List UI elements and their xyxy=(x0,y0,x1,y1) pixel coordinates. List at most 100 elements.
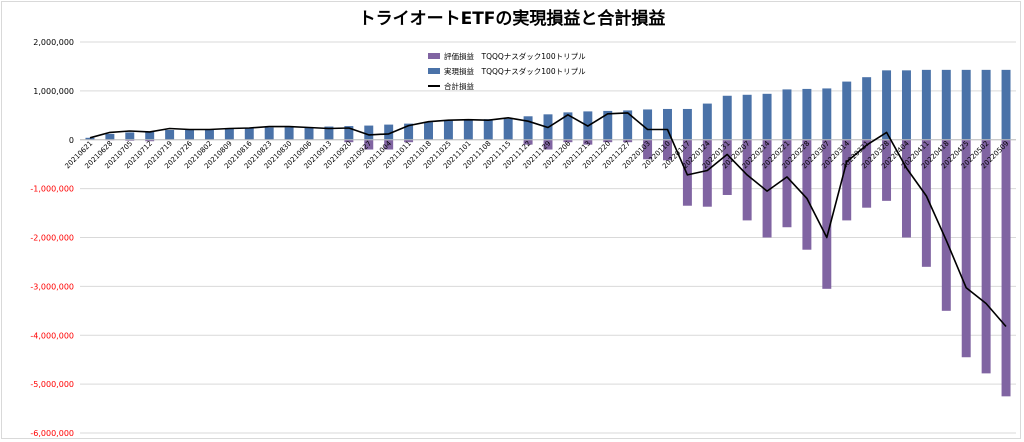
realized-bar xyxy=(443,120,453,140)
realized-bar xyxy=(185,129,195,140)
realized-bar xyxy=(344,126,354,140)
realized-bar xyxy=(623,110,633,140)
realized-bar xyxy=(941,69,951,140)
eval-bar xyxy=(643,139,653,160)
eval-bar xyxy=(563,139,573,143)
y-tick-label: -4,000,000 xyxy=(30,331,74,340)
realized-bar xyxy=(264,127,274,140)
eval-bar xyxy=(742,139,752,221)
y-tick-label: -3,000,000 xyxy=(30,282,74,291)
eval-bars xyxy=(85,138,1011,397)
y-tick-label: 2,000,000 xyxy=(33,38,74,47)
realized-bar xyxy=(663,108,672,140)
realized-bar xyxy=(643,109,653,140)
eval-bar xyxy=(603,139,613,143)
realized-bar xyxy=(463,119,473,140)
eval-bar xyxy=(882,139,892,201)
eval-bar xyxy=(702,139,712,207)
realized-bar xyxy=(284,127,294,140)
realized-bar xyxy=(244,128,254,140)
legend-label: 合計損益 xyxy=(444,81,474,91)
realized-bar xyxy=(702,103,712,140)
eval-bar xyxy=(901,139,911,238)
realized-bar xyxy=(503,118,513,140)
x-axis: 2021062120210628202107052021071220210719… xyxy=(64,139,1016,170)
realized-bar xyxy=(802,88,812,140)
realized-bar xyxy=(961,69,971,140)
realized-bar xyxy=(842,81,852,140)
eval-bar xyxy=(842,139,852,221)
y-axis: 2,000,000 1,000,000 0 -1,000,000 -2,000,000 -… xyxy=(30,38,74,438)
realized-bar xyxy=(324,126,334,140)
realized-bar xyxy=(921,69,931,140)
eval-bar xyxy=(583,139,593,145)
realized-bar xyxy=(742,94,752,140)
realized-bar xyxy=(424,122,433,140)
eval-bar xyxy=(802,139,812,250)
realized-bar xyxy=(762,93,772,140)
realized-bar xyxy=(165,129,175,140)
eval-bar xyxy=(623,139,633,143)
y-tick-label: -6,000,000 xyxy=(30,429,74,438)
legend-label: 実現損益 TQQQナスダック100トリプル xyxy=(444,66,586,76)
realized-bar xyxy=(364,125,374,140)
realized-bar xyxy=(204,128,214,140)
y-tick-label: -5,000,000 xyxy=(30,380,74,389)
realized-bar xyxy=(862,77,872,140)
eval-bar xyxy=(921,139,931,267)
y-tick-label: -2,000,000 xyxy=(30,234,74,243)
eval-bar xyxy=(682,139,692,206)
realized-bar xyxy=(782,89,792,140)
eval-bar xyxy=(364,139,374,150)
realized-bar xyxy=(822,88,832,140)
total-series-line xyxy=(89,112,1007,328)
y-tick-label: -1,000,000 xyxy=(30,185,74,194)
eval-bar xyxy=(663,139,672,161)
eval-bar xyxy=(344,139,354,143)
realized-bar xyxy=(85,137,95,140)
realized-bar xyxy=(1001,69,1011,140)
realized-bar xyxy=(224,128,234,140)
realized-bar xyxy=(603,110,613,140)
realized-bar xyxy=(145,131,155,140)
realized-bar xyxy=(304,127,314,140)
eval-bar xyxy=(523,139,533,145)
eval-bar xyxy=(145,139,155,142)
total-line xyxy=(89,112,1007,328)
eval-bar xyxy=(384,139,394,150)
eval-bar xyxy=(404,139,414,143)
realized-bar xyxy=(682,108,692,140)
realized-bar xyxy=(981,69,991,140)
eval-bar xyxy=(762,139,772,238)
realized-bar xyxy=(563,112,573,140)
eval-bar xyxy=(961,139,971,358)
realized-bar xyxy=(882,70,892,140)
realized-bar xyxy=(105,133,115,140)
realized-bar xyxy=(722,95,732,140)
eval-bar xyxy=(822,139,832,289)
realized-bar xyxy=(901,70,911,140)
eval-bar xyxy=(981,139,991,374)
realized-bar xyxy=(523,116,533,140)
realized-bar xyxy=(125,132,135,140)
chart-title: トライオートETFの実現損益と合計損益 xyxy=(359,8,666,29)
eval-bar xyxy=(722,139,732,195)
y-tick-label: 1,000,000 xyxy=(33,87,74,96)
legend-swatch xyxy=(428,53,440,59)
realized-bar xyxy=(404,123,414,140)
legend-swatch xyxy=(428,68,440,74)
realized-bars xyxy=(85,69,1011,140)
eval-bar xyxy=(1001,139,1011,397)
gridlines xyxy=(80,41,1016,434)
realized-bar xyxy=(384,124,394,140)
y-tick-label: 0 xyxy=(69,136,74,145)
legend-label: 評価損益 TQQQナスダック100トリプル xyxy=(444,51,586,61)
eval-bar xyxy=(782,139,792,228)
realized-bar xyxy=(483,119,493,140)
eval-bar xyxy=(941,139,951,311)
eval-bar xyxy=(543,139,553,150)
eval-bar xyxy=(862,139,872,208)
